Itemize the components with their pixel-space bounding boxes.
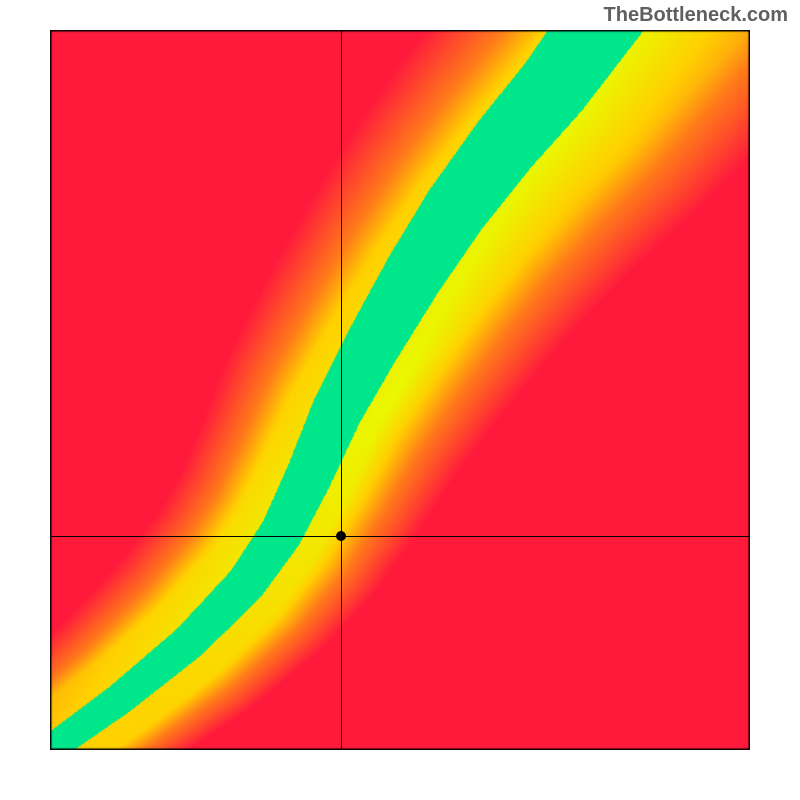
watermark-text: TheBottleneck.com	[604, 4, 788, 27]
crosshair-vertical	[341, 30, 342, 750]
chart-container: TheBottleneck.com	[0, 0, 800, 800]
data-point-marker	[336, 531, 346, 541]
crosshair-horizontal	[50, 536, 750, 537]
heatmap-plot	[50, 30, 750, 750]
heatmap-canvas	[50, 30, 750, 750]
